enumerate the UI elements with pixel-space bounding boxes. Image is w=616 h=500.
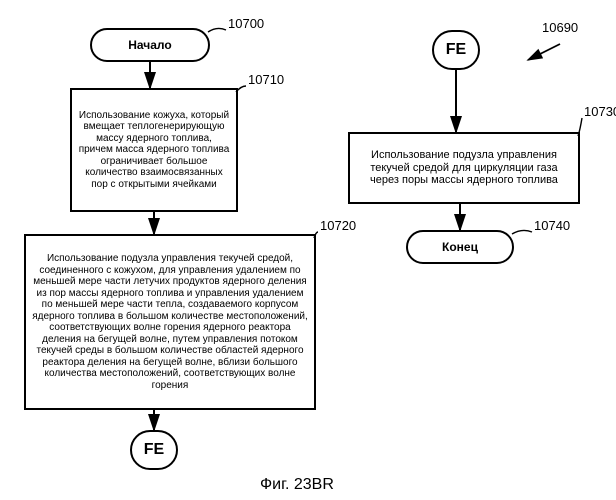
ref-label-10700: 10700 (228, 16, 264, 31)
figure-caption: Фиг. 23BR (260, 476, 334, 494)
process-10730-text: Использование подузла управления текучей… (356, 149, 572, 187)
start-terminator: Начало (90, 28, 210, 62)
ref-label-10690: 10690 (542, 20, 578, 35)
process-10730: Использование подузла управления текучей… (348, 132, 580, 204)
ref-label-10740: 10740 (534, 218, 570, 233)
fe-in-text: FE (446, 41, 466, 59)
ref-label-10710: 10710 (248, 72, 284, 87)
end-text: Конец (442, 240, 478, 254)
ref-label-10720: 10720 (320, 218, 356, 233)
process-10720: Использование подузла управления текучей… (24, 234, 316, 410)
ref-label-10730: 10730 (584, 104, 616, 119)
fe-out-text: FE (144, 441, 164, 459)
start-text: Начало (128, 38, 171, 52)
fe-connector-in: FE (432, 30, 480, 70)
process-10710-text: Использование кожуха, который вмещает те… (78, 110, 230, 191)
fe-connector-out: FE (130, 430, 178, 470)
process-10710: Использование кожуха, который вмещает те… (70, 88, 238, 212)
process-10720-text: Использование подузла управления текучей… (32, 253, 308, 391)
end-terminator: Конец (406, 230, 514, 264)
